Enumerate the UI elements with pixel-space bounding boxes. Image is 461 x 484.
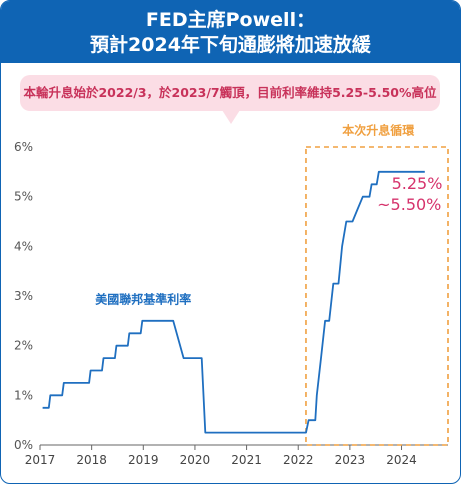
series-layer	[42, 170, 425, 434]
y-tick-label: 5%	[14, 190, 33, 204]
y-tick-label: 1%	[14, 388, 33, 402]
chart-axes: 0% 1% 2% 3% 4% 5% 6% 2017 2018 2019 2020 2021 2022 20…	[14, 140, 448, 467]
x-tick-label: 2024	[386, 453, 417, 467]
x-tick-label: 2021	[231, 453, 262, 467]
x-tick-label: 2018	[76, 453, 107, 467]
header-title-line2: 預計2024年下旬通膨將加速放緩	[90, 34, 371, 56]
callout-note: 本輪升息始於2022/3，於2023/7觸頂，目前利率維持5.25-5.50%高…	[20, 75, 440, 111]
chart-annotation: ~5.50%	[377, 195, 441, 214]
highlight-layer	[305, 146, 449, 446]
x-tick-label: 2019	[128, 453, 159, 467]
y-tick-label: 3%	[14, 289, 33, 303]
annotation-layer: 美國聯邦基準利率 本次升息循環 5.25% ~5.50%	[95, 123, 442, 307]
fed-funds-rate-line	[42, 170, 425, 434]
header-banner: FED主席Powell： 預計2024年下旬通膨將加速放緩	[1, 1, 460, 63]
x-tick-label: 2022	[283, 453, 314, 467]
y-tick-label: 6%	[14, 140, 33, 154]
chart-annotation: 美國聯邦基準利率	[95, 291, 191, 306]
y-tick-label: 2%	[14, 339, 33, 353]
y-tick-label: 0%	[14, 438, 33, 452]
chart-annotation: 5.25%	[392, 174, 443, 193]
header-title-line1: FED主席Powell：	[145, 9, 316, 31]
y-tick-label: 4%	[14, 239, 33, 253]
x-tick-label: 2017	[25, 453, 56, 467]
chart-annotation: 本次升息循環	[342, 123, 415, 138]
rate-hike-cycle-box	[305, 146, 449, 446]
x-tick-label: 2020	[180, 453, 211, 467]
x-tick-label: 2023	[335, 453, 366, 467]
callout-tail	[222, 110, 240, 124]
